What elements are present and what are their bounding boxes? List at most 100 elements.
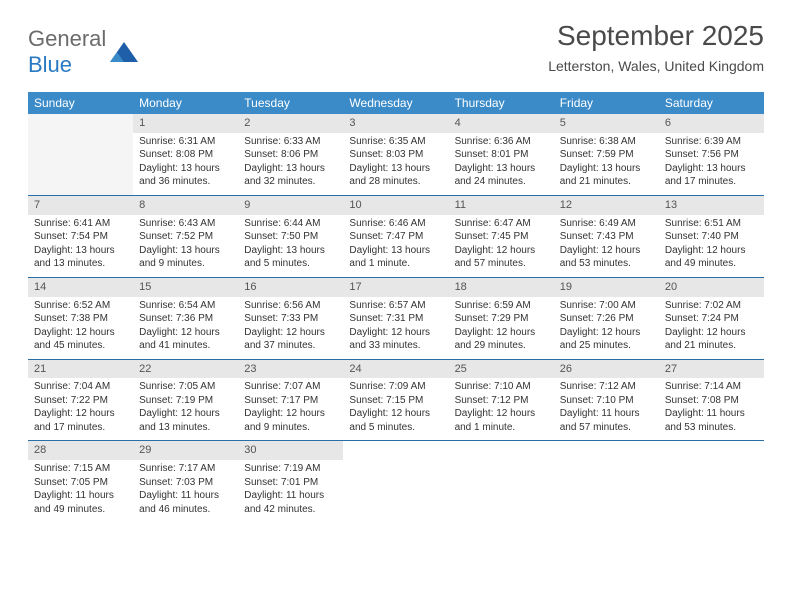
sunset-text: Sunset: 8:06 PM bbox=[244, 148, 337, 162]
page-title: September 2025 bbox=[548, 20, 764, 52]
calendar-cell: 11Sunrise: 6:47 AMSunset: 7:45 PMDayligh… bbox=[449, 195, 554, 277]
sunrise-text: Sunrise: 7:04 AM bbox=[34, 380, 127, 394]
logo-word1: General bbox=[28, 26, 106, 51]
daylight-text: Daylight: 12 hours bbox=[665, 326, 758, 340]
sunrise-text: Sunrise: 6:57 AM bbox=[349, 299, 442, 313]
daylight-text: and 9 minutes. bbox=[244, 421, 337, 435]
calendar-cell: 5Sunrise: 6:38 AMSunset: 7:59 PMDaylight… bbox=[554, 114, 659, 195]
weekday-header: Friday bbox=[554, 92, 659, 114]
daylight-text: and 49 minutes. bbox=[665, 257, 758, 271]
daylight-text: and 49 minutes. bbox=[34, 503, 127, 517]
calendar-cell: 21Sunrise: 7:04 AMSunset: 7:22 PMDayligh… bbox=[28, 359, 133, 441]
daylight-text: Daylight: 12 hours bbox=[34, 326, 127, 340]
day-number: 22 bbox=[133, 360, 238, 379]
day-number: 14 bbox=[28, 278, 133, 297]
calendar-cell: 14Sunrise: 6:52 AMSunset: 7:38 PMDayligh… bbox=[28, 277, 133, 359]
calendar-cell: 28Sunrise: 7:15 AMSunset: 7:05 PMDayligh… bbox=[28, 441, 133, 522]
sunrise-text: Sunrise: 6:49 AM bbox=[560, 217, 653, 231]
day-number: 6 bbox=[659, 114, 764, 133]
daylight-text: and 53 minutes. bbox=[665, 421, 758, 435]
daylight-text: and 9 minutes. bbox=[139, 257, 232, 271]
day-number: 11 bbox=[449, 196, 554, 215]
daylight-text: Daylight: 12 hours bbox=[455, 407, 548, 421]
day-number: 15 bbox=[133, 278, 238, 297]
calendar-week: 14Sunrise: 6:52 AMSunset: 7:38 PMDayligh… bbox=[28, 277, 764, 359]
sunrise-text: Sunrise: 7:09 AM bbox=[349, 380, 442, 394]
day-number: 29 bbox=[133, 441, 238, 460]
calendar-week: 21Sunrise: 7:04 AMSunset: 7:22 PMDayligh… bbox=[28, 359, 764, 441]
daylight-text: and 1 minute. bbox=[349, 257, 442, 271]
daylight-text: Daylight: 11 hours bbox=[139, 489, 232, 503]
sunset-text: Sunset: 7:26 PM bbox=[560, 312, 653, 326]
sunset-text: Sunset: 7:31 PM bbox=[349, 312, 442, 326]
calendar-cell: . bbox=[28, 114, 133, 195]
daylight-text: Daylight: 13 hours bbox=[139, 162, 232, 176]
sunrise-text: Sunrise: 6:52 AM bbox=[34, 299, 127, 313]
daylight-text: Daylight: 12 hours bbox=[455, 326, 548, 340]
sunrise-text: Sunrise: 6:33 AM bbox=[244, 135, 337, 149]
day-number: 21 bbox=[28, 360, 133, 379]
day-number: 1 bbox=[133, 114, 238, 133]
sunset-text: Sunset: 8:03 PM bbox=[349, 148, 442, 162]
sunset-text: Sunset: 7:10 PM bbox=[560, 394, 653, 408]
calendar-cell bbox=[449, 441, 554, 522]
sunset-text: Sunset: 7:24 PM bbox=[665, 312, 758, 326]
day-number: 19 bbox=[554, 278, 659, 297]
daylight-text: and 25 minutes. bbox=[560, 339, 653, 353]
calendar-cell: 26Sunrise: 7:12 AMSunset: 7:10 PMDayligh… bbox=[554, 359, 659, 441]
calendar-cell: 8Sunrise: 6:43 AMSunset: 7:52 PMDaylight… bbox=[133, 195, 238, 277]
sunset-text: Sunset: 7:12 PM bbox=[455, 394, 548, 408]
sunset-text: Sunset: 7:03 PM bbox=[139, 476, 232, 490]
calendar-cell: 29Sunrise: 7:17 AMSunset: 7:03 PMDayligh… bbox=[133, 441, 238, 522]
calendar-cell: 18Sunrise: 6:59 AMSunset: 7:29 PMDayligh… bbox=[449, 277, 554, 359]
weekday-header: Wednesday bbox=[343, 92, 448, 114]
daylight-text: and 13 minutes. bbox=[139, 421, 232, 435]
day-number: 18 bbox=[449, 278, 554, 297]
logo: General Blue bbox=[28, 26, 138, 78]
daylight-text: and 28 minutes. bbox=[349, 175, 442, 189]
logo-word2: Blue bbox=[28, 52, 72, 77]
day-number: 16 bbox=[238, 278, 343, 297]
sunset-text: Sunset: 7:52 PM bbox=[139, 230, 232, 244]
day-number: 10 bbox=[343, 196, 448, 215]
daylight-text: Daylight: 12 hours bbox=[244, 326, 337, 340]
daylight-text: and 36 minutes. bbox=[139, 175, 232, 189]
day-number: 4 bbox=[449, 114, 554, 133]
daylight-text: and 17 minutes. bbox=[34, 421, 127, 435]
sunrise-text: Sunrise: 7:19 AM bbox=[244, 462, 337, 476]
calendar-table: SundayMondayTuesdayWednesdayThursdayFrid… bbox=[28, 92, 764, 522]
calendar-cell: 4Sunrise: 6:36 AMSunset: 8:01 PMDaylight… bbox=[449, 114, 554, 195]
calendar-cell bbox=[343, 441, 448, 522]
daylight-text: Daylight: 11 hours bbox=[244, 489, 337, 503]
sunset-text: Sunset: 7:33 PM bbox=[244, 312, 337, 326]
day-number: 2 bbox=[238, 114, 343, 133]
daylight-text: Daylight: 12 hours bbox=[665, 244, 758, 258]
daylight-text: Daylight: 11 hours bbox=[560, 407, 653, 421]
daylight-text: Daylight: 13 hours bbox=[244, 244, 337, 258]
daylight-text: and 17 minutes. bbox=[665, 175, 758, 189]
sunset-text: Sunset: 7:43 PM bbox=[560, 230, 653, 244]
weekday-header: Saturday bbox=[659, 92, 764, 114]
day-number: 30 bbox=[238, 441, 343, 460]
day-number: 7 bbox=[28, 196, 133, 215]
daylight-text: and 1 minute. bbox=[455, 421, 548, 435]
weekday-header: Thursday bbox=[449, 92, 554, 114]
sunset-text: Sunset: 7:45 PM bbox=[455, 230, 548, 244]
daylight-text: Daylight: 12 hours bbox=[244, 407, 337, 421]
sunset-text: Sunset: 7:54 PM bbox=[34, 230, 127, 244]
sunset-text: Sunset: 7:19 PM bbox=[139, 394, 232, 408]
calendar-cell: 1Sunrise: 6:31 AMSunset: 8:08 PMDaylight… bbox=[133, 114, 238, 195]
calendar-cell: 20Sunrise: 7:02 AMSunset: 7:24 PMDayligh… bbox=[659, 277, 764, 359]
logo-triangle-icon bbox=[110, 42, 138, 62]
daylight-text: Daylight: 11 hours bbox=[34, 489, 127, 503]
calendar-cell: 16Sunrise: 6:56 AMSunset: 7:33 PMDayligh… bbox=[238, 277, 343, 359]
calendar-cell: 6Sunrise: 6:39 AMSunset: 7:56 PMDaylight… bbox=[659, 114, 764, 195]
weekday-header: Monday bbox=[133, 92, 238, 114]
sunrise-text: Sunrise: 6:47 AM bbox=[455, 217, 548, 231]
weekday-header: Sunday bbox=[28, 92, 133, 114]
daylight-text: and 33 minutes. bbox=[349, 339, 442, 353]
calendar-cell: 13Sunrise: 6:51 AMSunset: 7:40 PMDayligh… bbox=[659, 195, 764, 277]
sunrise-text: Sunrise: 6:46 AM bbox=[349, 217, 442, 231]
sunrise-text: Sunrise: 7:00 AM bbox=[560, 299, 653, 313]
daylight-text: and 5 minutes. bbox=[244, 257, 337, 271]
